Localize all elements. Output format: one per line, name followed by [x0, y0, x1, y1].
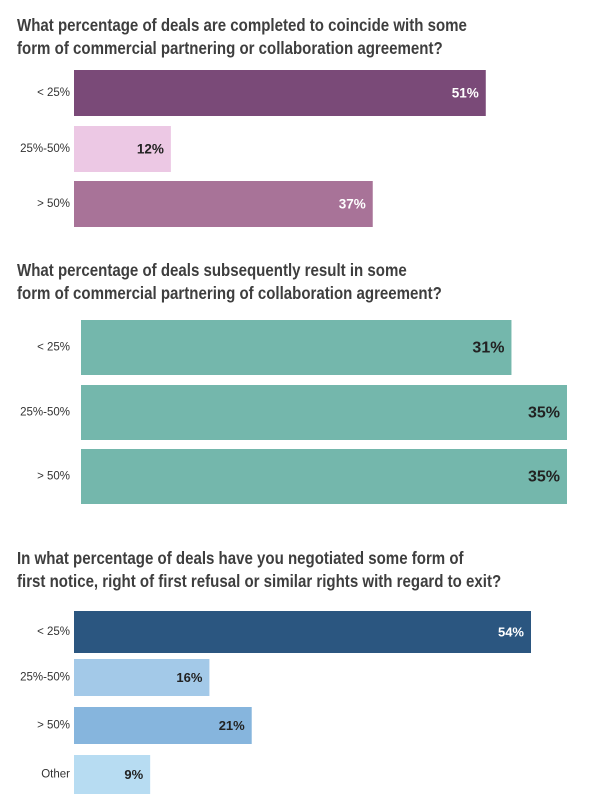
chart-2-bar-3 [81, 449, 567, 504]
chart-2-category-label-2: 25%-50% [20, 407, 70, 419]
chart-3-title-line-2: first notice, right of first refusal or … [17, 571, 502, 591]
chart-3-bar-3 [74, 707, 252, 744]
chart-3-bars: < 25% 54% 25%-50% 16% > 50% 21% Other 9% [20, 611, 531, 794]
chart-1-value-label-2: 12% [137, 142, 164, 157]
chart-3-value-label-3: 21% [219, 718, 245, 733]
chart-2-value-label-2: 35% [528, 405, 560, 422]
chart-1-category-label-3: > 50% [37, 198, 70, 210]
chart-1-title-line-1: What percentage of deals are completed t… [17, 15, 467, 35]
chart-3-title-line-1: In what percentage of deals have you neg… [17, 548, 464, 568]
chart-1-bar-1 [74, 70, 486, 116]
chart-1-category-label-1: < 25% [37, 87, 70, 99]
chart-1-value-label-3: 37% [339, 197, 366, 212]
chart-2-title: What percentage of deals subsequently re… [17, 259, 442, 305]
chart-1-bar-3 [74, 181, 373, 227]
chart-2-bar-2 [81, 385, 567, 440]
chart-3-category-label-2: 25%-50% [20, 672, 70, 684]
chart-3-value-label-4: 9% [124, 767, 143, 782]
chart-3-category-label-4: Other [41, 769, 70, 781]
chart-2-bar-1 [81, 320, 512, 375]
chart-3-value-label-1: 54% [498, 624, 524, 639]
chart-2-title-line-2: form of commercial partnering of collabo… [17, 283, 442, 303]
chart-3-category-label-1: < 25% [37, 626, 70, 638]
chart-1-bars: < 25% 51% 25%-50% 12% > 50% 37% [20, 70, 486, 227]
chart-1-bar-2 [74, 126, 171, 172]
chart-3-bar-1 [74, 611, 531, 653]
chart-2-bars: < 25% 31% 25%-50% 35% > 50% 35% [20, 320, 567, 504]
chart-3-value-label-2: 16% [176, 670, 202, 685]
chart-1-category-label-2: 25%-50% [20, 143, 70, 155]
chart-2-category-label-3: > 50% [37, 471, 70, 483]
chart-2-value-label-3: 35% [528, 469, 560, 486]
chart-2-value-label-1: 31% [472, 340, 504, 357]
chart-3-bar-2 [74, 659, 210, 696]
chart-1-title-line-2: form of commercial partnering or collabo… [17, 38, 443, 58]
chart-2-title-line-1: What percentage of deals subsequently re… [17, 260, 407, 280]
chart-3-category-label-3: > 50% [37, 720, 70, 732]
chart-1-title: What percentage of deals are completed t… [17, 14, 467, 60]
chart-3-bar-4 [74, 755, 151, 794]
chart-1-value-label-1: 51% [452, 86, 479, 101]
chart-3-title: In what percentage of deals have you neg… [17, 547, 501, 593]
chart-2-category-label-1: < 25% [37, 342, 70, 354]
